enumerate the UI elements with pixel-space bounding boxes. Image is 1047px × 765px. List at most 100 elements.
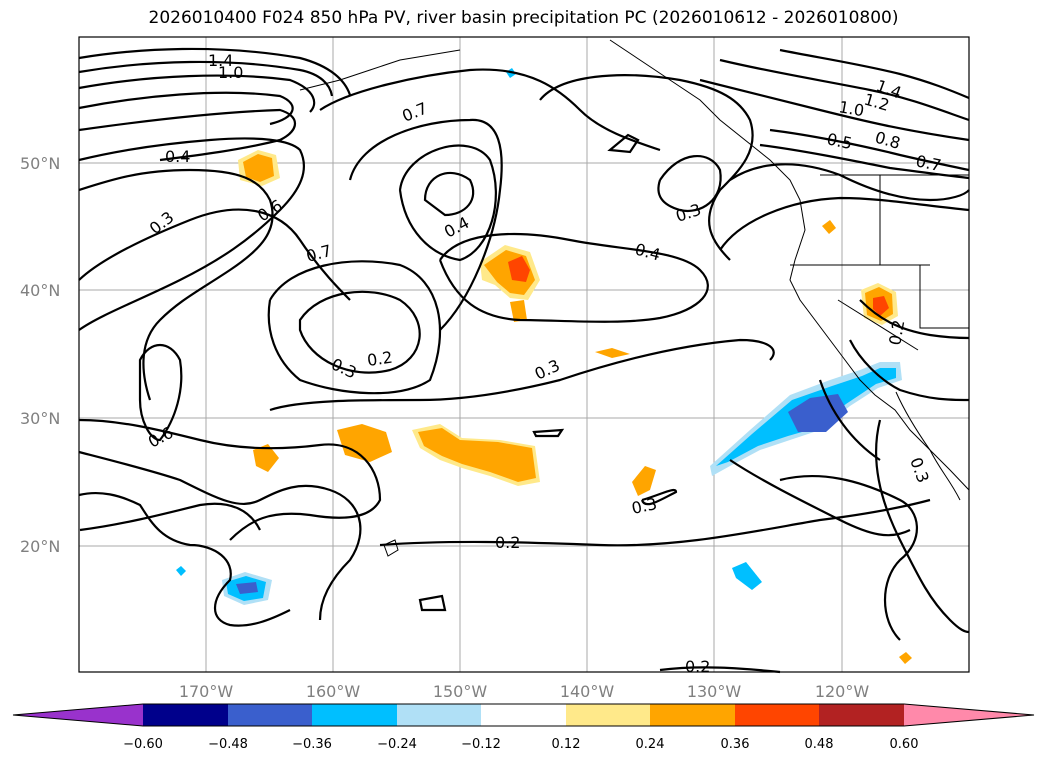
pv-contour xyxy=(319,68,661,152)
pv-contour xyxy=(640,488,678,506)
pv-contour xyxy=(267,260,442,395)
map-frame xyxy=(78,36,970,673)
lon-label: 140°W xyxy=(560,682,615,701)
colorbar-segment xyxy=(566,704,650,726)
lat-label: 20°N xyxy=(20,537,60,556)
pv-contour xyxy=(859,299,970,340)
contour-label: 0.2 xyxy=(685,657,710,676)
pv-contour xyxy=(607,133,640,154)
pv-contour xyxy=(874,419,970,634)
lat-label: 40°N xyxy=(20,281,60,300)
colorbar-tick-label: 0.24 xyxy=(636,737,665,752)
lon-label: 130°W xyxy=(687,682,742,701)
pv-contour xyxy=(379,498,931,547)
pv-contour xyxy=(298,290,421,374)
contour-label: 0.4 xyxy=(165,147,190,166)
colorbar-tick-label: −0.24 xyxy=(377,737,417,752)
pv-contour xyxy=(78,450,362,621)
lon-label: 170°W xyxy=(179,682,234,701)
pv-contour xyxy=(138,344,183,442)
pv-contour xyxy=(423,171,475,217)
lon-label: 120°W xyxy=(815,682,870,701)
contour-label: 0.2 xyxy=(495,533,520,552)
pv-contour xyxy=(539,74,754,261)
colorbar-tick-label: 0.12 xyxy=(552,737,581,752)
contour-label: 0.5 xyxy=(825,129,854,153)
pv-contour xyxy=(438,232,709,323)
colorbar-tick-label: 0.36 xyxy=(721,737,750,752)
precip-blob-positive xyxy=(822,220,836,234)
precip-blob-positive xyxy=(508,256,530,282)
pv-contour xyxy=(719,58,970,122)
precip-blob-positive xyxy=(243,154,274,182)
pv-contour xyxy=(779,474,918,641)
pv-contour xyxy=(78,108,297,162)
precip-shading xyxy=(176,68,912,664)
colorbar-segment xyxy=(735,704,819,726)
map-title: 2026010400 F024 850 hPa PV, river basin … xyxy=(148,8,899,28)
colorbar-segment xyxy=(481,704,566,726)
pv-contour xyxy=(729,459,911,537)
pv-contour xyxy=(79,502,261,532)
lat-labels: 50°N 40°N 30°N 20°N xyxy=(20,154,60,556)
pv-contour xyxy=(78,208,351,301)
pv-contour xyxy=(78,418,382,541)
colorbar-tick-label: −0.48 xyxy=(208,737,248,752)
pv-contour xyxy=(78,74,316,113)
pv-contour xyxy=(78,168,274,401)
contour-label: 0.2 xyxy=(366,348,394,370)
contour-label: 1.4 xyxy=(208,51,233,70)
contour-label: 1.0 xyxy=(218,63,243,82)
lat-label: 50°N xyxy=(20,154,60,173)
precip-blob-positive xyxy=(632,466,656,496)
colorbar-tick-label: 0.60 xyxy=(890,737,919,752)
colorbar-segment xyxy=(819,704,904,726)
colorbar-tick-label: −0.12 xyxy=(461,737,501,752)
coastline-alaska xyxy=(299,49,461,91)
contour-label: 0.3 xyxy=(630,494,659,518)
colorbar-outline xyxy=(12,703,1035,727)
pv-contour xyxy=(779,48,970,100)
island-baja xyxy=(895,391,961,501)
colorbar-segment xyxy=(312,704,397,726)
contour-label: 0.7 xyxy=(914,151,943,175)
island-hawaii xyxy=(383,539,399,557)
precip-blob-negative xyxy=(788,394,848,432)
border-states xyxy=(919,265,969,329)
pv-contour xyxy=(532,428,565,438)
pv-contour xyxy=(269,338,775,412)
pv-contour xyxy=(348,118,503,331)
pv-contour xyxy=(769,128,970,172)
precip-blob-positive xyxy=(510,300,527,322)
border-states xyxy=(837,299,919,351)
pv-contour xyxy=(849,339,970,402)
precip-blob-positive xyxy=(253,444,279,472)
precip-blob-positive xyxy=(595,348,630,358)
colorbar-tick-label: −0.36 xyxy=(292,737,332,752)
pv-contour xyxy=(699,78,970,142)
colorbar-segment xyxy=(228,704,312,726)
lon-label: 150°W xyxy=(433,682,488,701)
colorbar-extend-left xyxy=(13,704,143,726)
lon-label: 160°W xyxy=(306,682,361,701)
pv-contour xyxy=(78,47,352,96)
precip-blob-positive xyxy=(899,652,912,664)
colorbar-segment xyxy=(397,704,481,726)
pv-contour xyxy=(657,155,722,213)
lat-label: 30°N xyxy=(20,409,60,428)
contour-label: 0.2 xyxy=(885,318,908,346)
pv-contour xyxy=(78,60,334,97)
lon-labels: 170°W 160°W 150°W 140°W 130°W 120°W xyxy=(179,682,870,701)
colorbar-extend-right xyxy=(904,704,1034,726)
map-plot-area xyxy=(79,37,969,672)
pv-contour xyxy=(398,144,497,262)
precip-blob-positive xyxy=(418,428,536,482)
coastline-north-america xyxy=(609,39,970,491)
pv-contour xyxy=(78,91,294,126)
pv-contour xyxy=(719,196,970,251)
coastlines xyxy=(299,39,970,557)
contour-label: 1.0 xyxy=(837,97,865,120)
precip-blob-positive xyxy=(337,424,392,462)
pv-contour xyxy=(818,379,881,461)
